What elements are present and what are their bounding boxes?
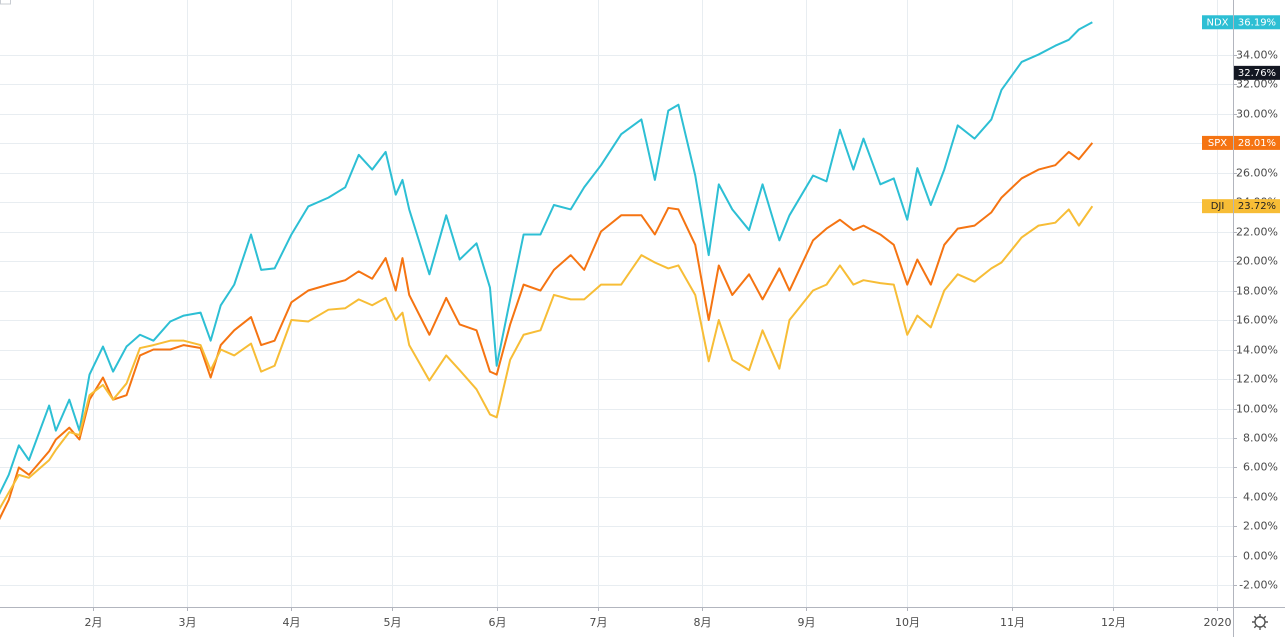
last-value-tag (1234, 135, 1280, 150)
x-tick-label: 11月 (1000, 616, 1025, 629)
legend-tag (1202, 199, 1233, 214)
x-tick-label: 12月 (1101, 616, 1126, 629)
y-tick-label: 4.00% (1243, 491, 1278, 504)
y-tick-label: 20.00% (1236, 255, 1278, 268)
y-tick-label: 16.00% (1236, 314, 1278, 327)
x-tick-label: 7月 (590, 616, 608, 629)
y-tick-label: 30.00% (1236, 108, 1278, 121)
axes: -2.00% 0.00% 2.00% 4.00% 6.00% 8.00% 10.00% 12.… (85, 15, 1280, 629)
x-tick-label: 3月 (179, 616, 197, 629)
y-tick-label: 2.00% (1243, 520, 1278, 533)
x-tick-label: 8月 (694, 616, 712, 629)
legend-label: DJI (1211, 201, 1225, 212)
x-tick-label: 9月 (798, 616, 816, 629)
y-tick-label: 6.00% (1243, 461, 1278, 474)
x-tick-label: 6月 (489, 616, 507, 629)
y-tick-label: 12.00% (1236, 373, 1278, 386)
menu-button[interactable] (0, 0, 11, 5)
y-tick-label: 10.00% (1236, 403, 1278, 416)
y-tick-label: 32.00% (1236, 78, 1278, 91)
price-marker-label: 32.76% (1238, 68, 1276, 79)
settings-spokes (1252, 614, 1268, 630)
price-marker (1234, 65, 1280, 80)
x-tick-label: 4月 (283, 616, 301, 629)
y-tick-label: 26.00% (1236, 167, 1278, 180)
y-tick-label: 14.00% (1236, 344, 1278, 357)
y-tick-label: 34.00% (1236, 49, 1278, 62)
grid (0, 0, 1233, 607)
last-value-label: 28.01% (1238, 138, 1276, 149)
legend-tag (1202, 135, 1233, 150)
legend-label: NDX (1206, 17, 1228, 28)
last-value-label: 36.19% (1238, 17, 1276, 28)
series-line (0, 205, 1094, 510)
x-tick-label: 2020 (1204, 616, 1232, 629)
x-tick-label: 10月 (895, 616, 920, 629)
last-value-tag (1234, 199, 1280, 214)
legend-tag (1202, 15, 1233, 30)
lines (0, 21, 1094, 521)
settings-icon[interactable] (1252, 614, 1268, 630)
last-value-tag (1234, 15, 1280, 30)
y-tick-label: 22.00% (1236, 226, 1278, 239)
series-line (0, 142, 1094, 521)
last-value-label: 23.72% (1238, 201, 1276, 212)
x-tick-label: 2月 (85, 616, 103, 629)
legend-label: SPX (1208, 138, 1227, 149)
y-tick-label: -2.00% (1239, 579, 1278, 592)
x-tick-label: 5月 (384, 616, 402, 629)
y-tick-label: 18.00% (1236, 285, 1278, 298)
series-line (0, 21, 1093, 496)
y-tick-label: 0.00% (1243, 550, 1278, 563)
y-tick-label: 8.00% (1243, 432, 1278, 445)
